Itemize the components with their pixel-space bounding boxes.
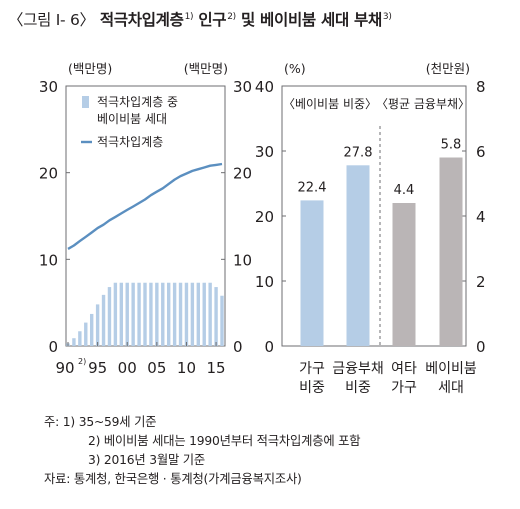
category-label-2: 가구	[391, 380, 417, 396]
pct-y-tick-label: 20	[255, 208, 274, 226]
category-label-2: 비중	[299, 380, 325, 396]
baby-boomer-bar	[119, 282, 124, 346]
title-footnote-2: 2)	[227, 12, 236, 22]
legend-bar-label: 적극차입계층 중	[97, 95, 178, 109]
x-tick-label: 00	[118, 359, 137, 377]
note-head: 주:	[44, 415, 60, 429]
category-label: 베이비붐	[425, 361, 477, 377]
baby-boomer-bar	[137, 282, 141, 346]
amount-y-tick-label: 6	[476, 143, 486, 161]
group-label-debt: 〈평균 금융부채〉	[376, 97, 470, 111]
baby-boomer-bar	[208, 282, 212, 346]
baby-boomer-bar	[143, 282, 147, 346]
baby-boomer-bar	[190, 282, 195, 346]
title-part-2: 인구	[193, 11, 227, 29]
x-tick-label: 05	[147, 359, 166, 377]
baby-boomer-bar	[101, 294, 106, 346]
legend-line-label: 적극차입계층	[97, 135, 163, 149]
bar-value-label: 27.8	[344, 145, 373, 160]
right-y-tick-label: 30	[233, 78, 252, 96]
amount-y-tick-label: 0	[476, 338, 486, 356]
baby-boomer-bar	[107, 287, 112, 346]
legend-bar-swatch	[82, 96, 89, 108]
category-label: 금융부채	[332, 361, 384, 377]
baby-boomer-bar	[125, 282, 129, 346]
title-footnote-1: 1)	[184, 12, 194, 22]
baby-boomer-bar	[84, 322, 88, 346]
x-tick-footnote: 2)	[78, 357, 86, 366]
right-y-unit: (백만명)	[184, 61, 228, 76]
category-label: 여타	[391, 361, 417, 377]
x-tick-label: 95	[88, 359, 107, 377]
left-y-tick-label: 10	[39, 251, 58, 269]
bar-value-label: 4.4	[394, 183, 415, 198]
borrowing-class-line	[67, 162, 223, 250]
title-part-1: 적극차입계층	[99, 11, 184, 29]
pct-y-tick-label: 10	[255, 273, 274, 291]
left-y-tick-label: 30	[39, 78, 58, 96]
baby-boomer-bar	[161, 282, 165, 346]
baby-boomer-bar	[149, 282, 153, 346]
pct-y-unit: (%)	[284, 61, 306, 76]
baby-boomer-bar	[166, 282, 171, 346]
category-label-2: 세대	[438, 380, 464, 396]
amount-y-tick-label: 2	[476, 273, 486, 291]
left-y-tick-label: 20	[39, 165, 58, 183]
group-label-share: 〈베이비붐 비중〉	[283, 97, 377, 111]
baby-boomer-bar	[202, 282, 206, 346]
category-bar	[300, 200, 324, 346]
source-note: 자료: 통계청, 한국은행 · 통계청(가계금융복지조사)	[44, 472, 302, 486]
baby-boomer-bar	[155, 282, 159, 346]
baby-boomer-bar	[178, 282, 183, 346]
bar-value-label: 22.4	[298, 180, 327, 195]
figure-number: 〈그림 Ⅰ- 6〉	[8, 11, 95, 29]
category-label-2: 비중	[345, 380, 371, 396]
baby-boomer-bar	[89, 313, 94, 346]
baby-boomer-bar	[72, 338, 76, 346]
note-3: 3) 2016년 3월말 기준	[88, 453, 206, 467]
baby-boomer-bar	[184, 282, 189, 346]
baby-boomer-bar	[78, 331, 82, 346]
legend-bar-label-2: 베이비붐 세대	[97, 112, 167, 126]
amount-y-tick-label: 8	[476, 78, 486, 96]
baby-boomer-bar	[131, 282, 135, 346]
note-1: 1) 35~59세 기준	[62, 415, 157, 429]
amount-y-tick-label: 4	[476, 208, 486, 226]
x-tick-label: 10	[177, 359, 196, 377]
category-bar	[346, 165, 370, 346]
bar-value-label: 5.8	[441, 138, 462, 153]
amount-y-unit: (천만원)	[426, 61, 470, 76]
title-footnote-3: 3)	[382, 12, 392, 22]
x-tick-label: 90	[55, 359, 74, 377]
figure-title: 〈그림 Ⅰ- 6〉 적극차입계층1) 인구2) 및 베이비붐 세대 부채3)	[8, 8, 392, 30]
x-tick-label: 15	[207, 359, 226, 377]
pct-y-tick-label: 40	[255, 78, 274, 96]
baby-boomer-bar	[113, 282, 118, 346]
note-2: 2) 베이비붐 세대는 1990년부터 적극차입계층에 포함	[88, 434, 361, 448]
baby-boomer-bar	[220, 295, 224, 346]
right-y-tick-label: 0	[233, 338, 243, 356]
pct-y-tick-label: 0	[264, 338, 274, 356]
category-label: 가구	[299, 361, 325, 377]
category-bar	[439, 157, 463, 346]
category-bar	[392, 203, 416, 346]
baby-boomer-bar	[95, 304, 100, 346]
left-y-tick-label: 0	[48, 338, 58, 356]
title-part-3: 및 베이비붐 세대 부채	[235, 11, 382, 29]
baby-boomer-bar	[196, 282, 201, 346]
baby-boomer-bar	[214, 287, 218, 346]
right-y-tick-label: 10	[233, 251, 252, 269]
left-y-unit: (백만명)	[68, 61, 112, 76]
footnotes: 주: 1) 35~59세 기준 2) 베이비붐 세대는 1990년부터 적극차입…	[44, 413, 361, 489]
pct-y-tick-label: 30	[255, 143, 274, 161]
right-y-tick-label: 20	[233, 165, 252, 183]
baby-boomer-bar	[172, 282, 177, 346]
